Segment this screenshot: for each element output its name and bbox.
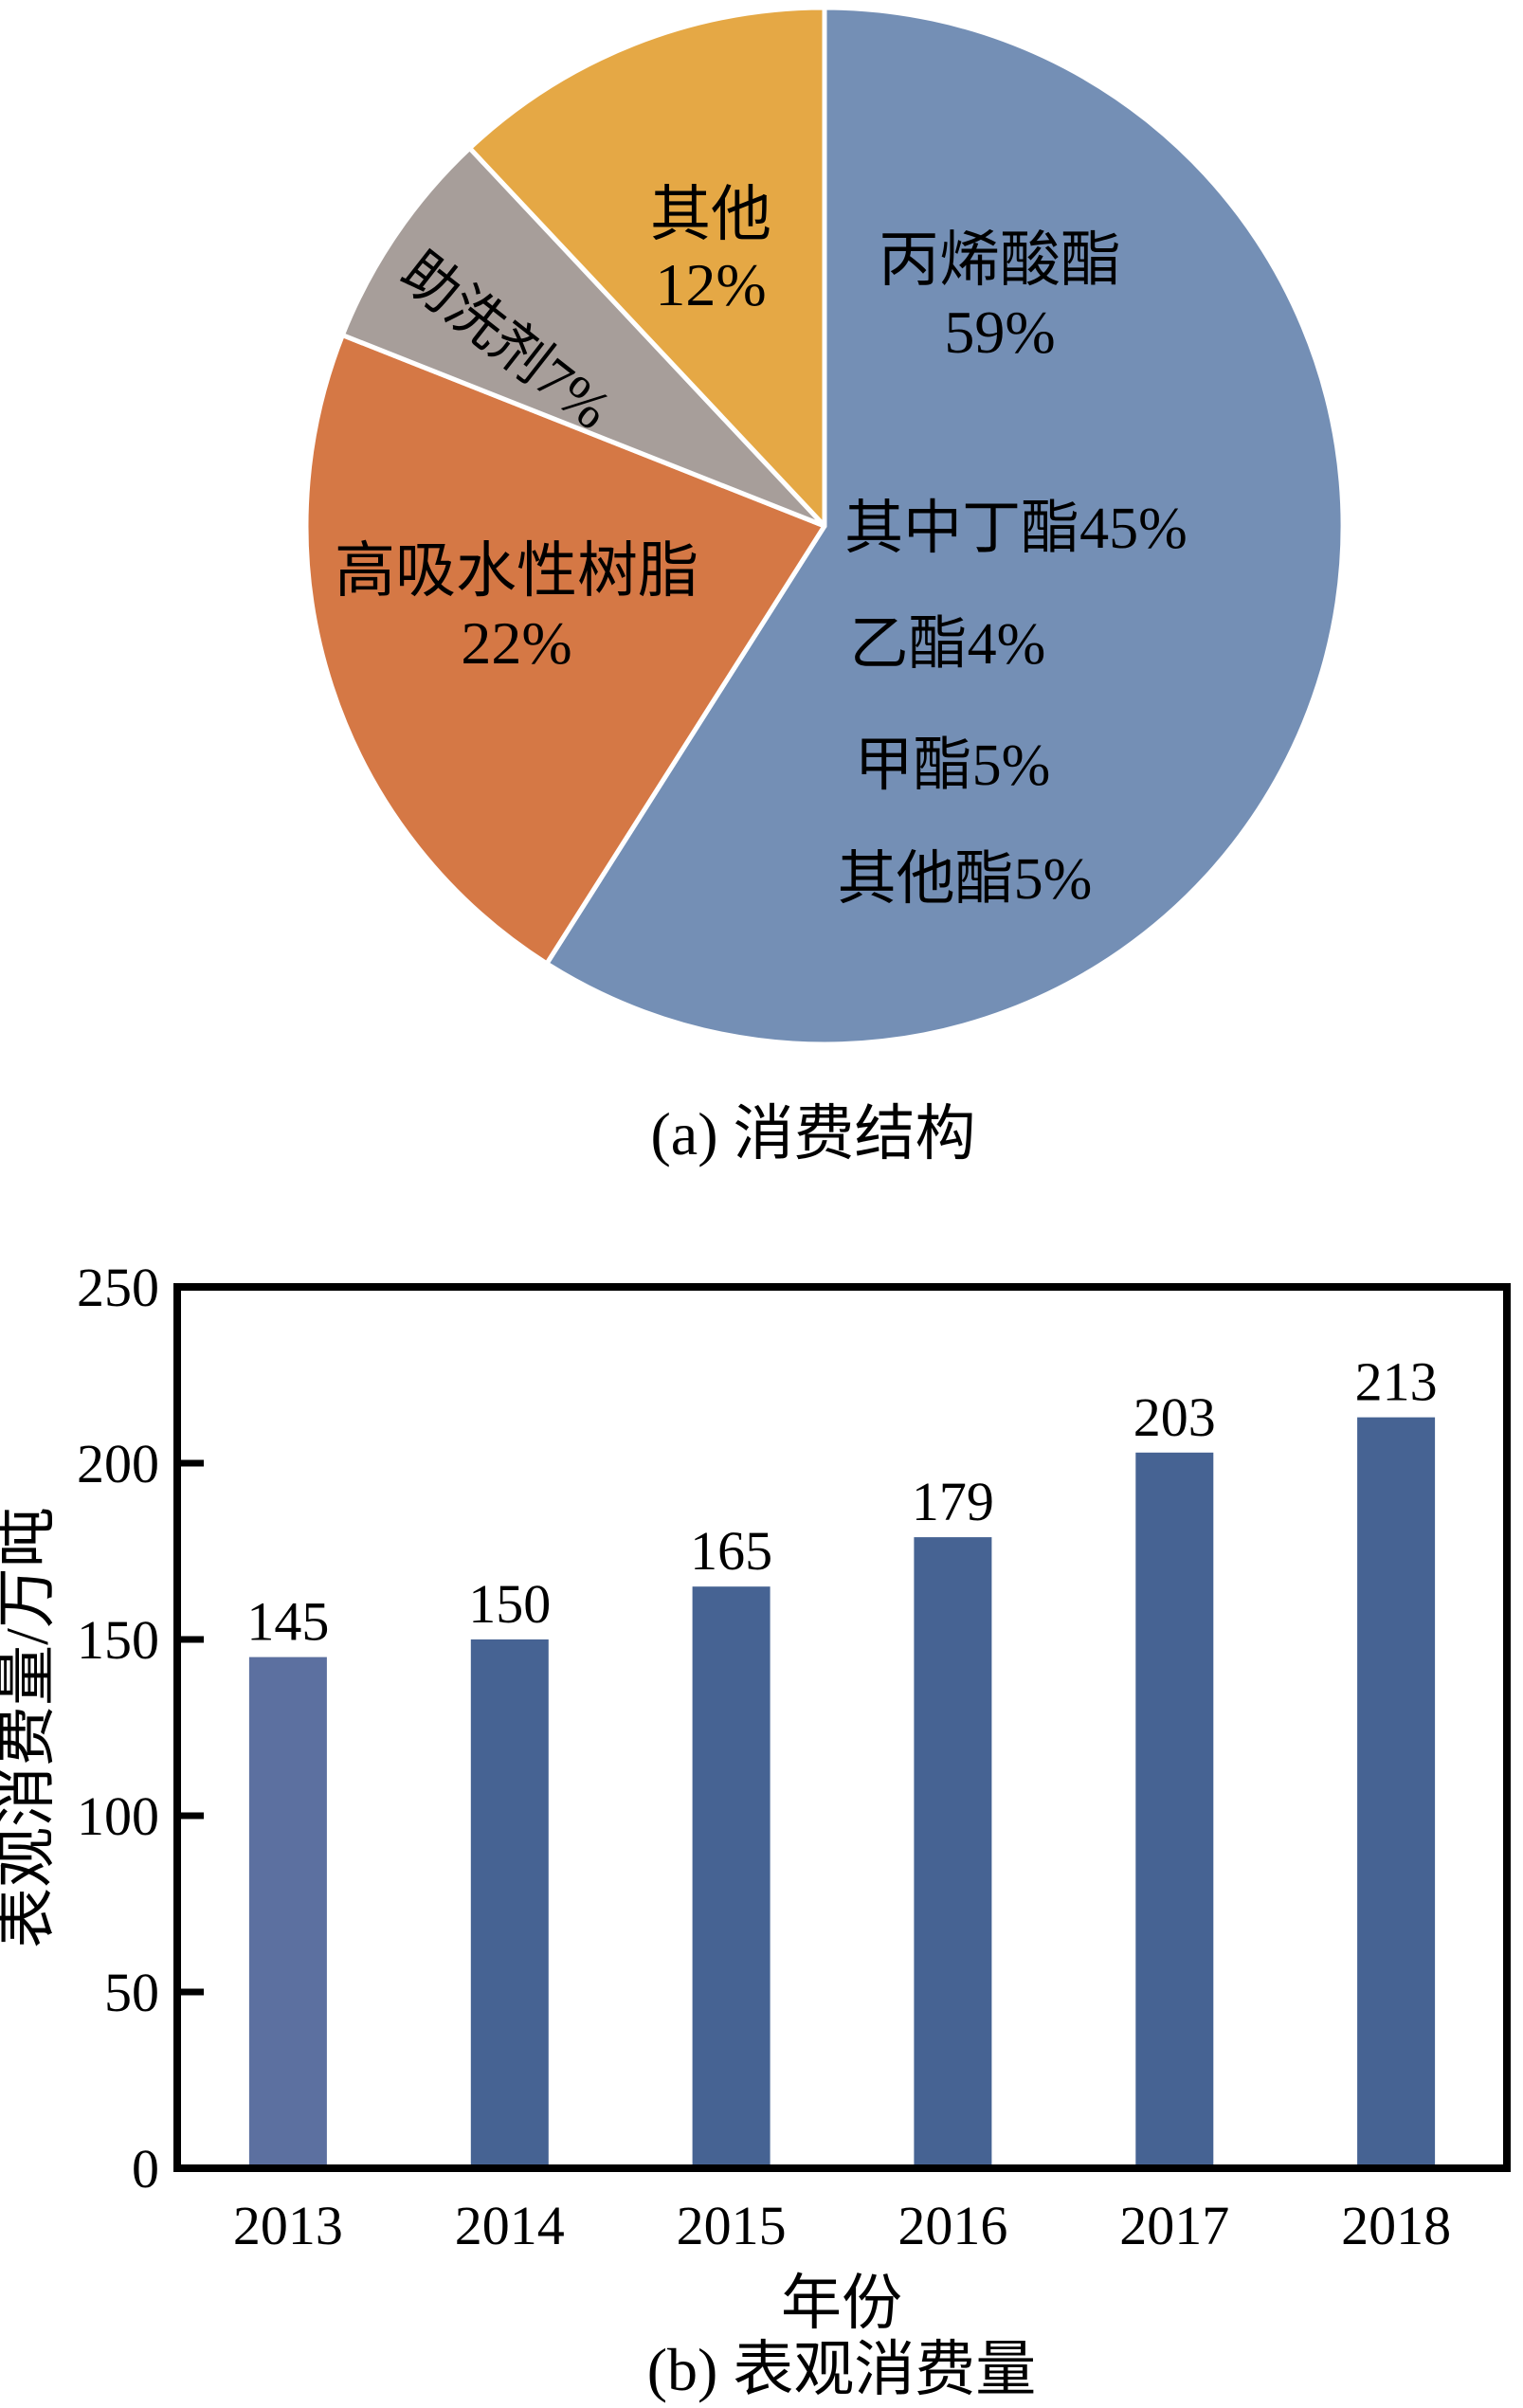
plot-frame	[173, 1283, 1511, 2172]
bar-2016	[914, 1537, 992, 2168]
x-axis-labels: 2013 2014 2015 2016 2017 2018	[233, 2195, 1451, 2256]
x-tick-label: 2013	[233, 2195, 343, 2256]
bar-value-label: 179	[912, 1471, 994, 1532]
x-axis-title: 年份	[781, 2270, 902, 2337]
pie-sublabel-other-esters: 其他酯5%	[838, 847, 1093, 912]
pie-label-other-pct: 12%	[655, 251, 766, 318]
pie-label-acrylate-pct: 59%	[944, 299, 1055, 366]
pie-slice-1	[303, 333, 827, 967]
bar-2017	[1135, 1452, 1214, 2168]
bar-2015	[692, 1586, 771, 2168]
x-tick-label: 2017	[1119, 2195, 1229, 2256]
pie-label-other: 其他	[650, 181, 771, 248]
y-tick-label: 150	[77, 1609, 159, 1671]
pie-sublabel-methyl: 甲酯5%	[855, 733, 1051, 798]
x-tick-label: 2014	[455, 2195, 565, 2256]
y-tick-label: 50	[104, 1962, 159, 2023]
pie-label-sap: 高吸水性树脂	[335, 537, 698, 605]
bar-value-label: 150	[468, 1573, 551, 1635]
y-axis-title: 表观消费量/万吨	[0, 1507, 61, 1948]
bar-value-labels: 145 150 165 179 203 213	[246, 1351, 1437, 1653]
bar-2018	[1357, 1417, 1436, 2168]
pie-slice-2	[339, 145, 827, 529]
bar-2014	[470, 1639, 549, 2168]
x-tick-label: 2018	[1341, 2195, 1451, 2256]
pie-sublabel-butyl: 其中丁酯45%	[844, 497, 1188, 561]
y-tick-label: 250	[77, 1257, 159, 1318]
caption-b: (b) 表观消费量	[647, 2336, 1037, 2403]
bars	[248, 1417, 1436, 2168]
x-tick-label: 2016	[897, 2195, 1007, 2256]
bar-value-label: 145	[246, 1591, 329, 1653]
pie-chart: 丙烯酸酯 59% 其中丁酯45% 乙酯4% 甲酯5% 其他酯5% 高吸水性树脂 …	[303, 5, 1346, 1168]
bar-value-label: 213	[1355, 1351, 1438, 1413]
pie-slice-3	[467, 5, 827, 529]
pie-label-sap-pct: 22%	[461, 609, 571, 677]
bar-value-label: 203	[1133, 1386, 1216, 1448]
bar-2013	[248, 1657, 327, 2168]
y-tick-label: 200	[77, 1433, 159, 1494]
pie-label-acrylate: 丙烯酸酯	[879, 226, 1121, 294]
pie-slices	[303, 5, 1346, 1047]
bar-value-label: 165	[690, 1520, 772, 1582]
y-tick-label: 100	[77, 1785, 159, 1847]
y-axis-ticks: 0 50 100 150 200 250	[77, 1257, 204, 2200]
caption-a: (a) 消费结构	[650, 1100, 975, 1168]
pie-sublabel-ethyl: 乙酯4%	[850, 612, 1046, 677]
x-tick-label: 2015	[677, 2195, 787, 2256]
pie-slice-0	[544, 5, 1346, 1047]
y-tick-label: 0	[132, 2138, 159, 2200]
